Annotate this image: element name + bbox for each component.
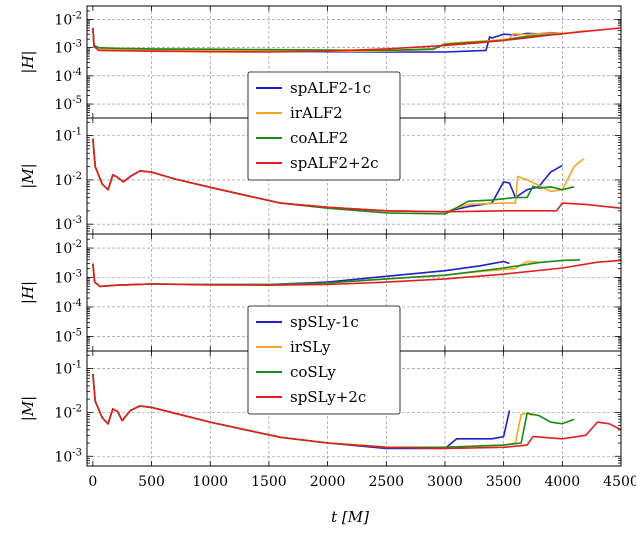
legend-entry: coSLy xyxy=(290,363,336,381)
legend-entry: spSLy+2c xyxy=(290,388,366,406)
series-line-spSLy+2c xyxy=(92,373,621,450)
series-line-coALF2 xyxy=(92,27,563,52)
panel-3-area: 10-2 10-3 10-4 10-5 |H| xyxy=(19,233,622,352)
y-axis-label: |M| xyxy=(19,396,37,421)
series-group xyxy=(92,373,621,450)
x-tick-label: 1500 xyxy=(251,474,287,490)
x-tick-label: 1000 xyxy=(192,474,228,490)
y-tick-label: 10-2 xyxy=(54,239,82,257)
y-tick-label: 10-4 xyxy=(54,67,82,85)
legend-box xyxy=(247,71,401,181)
y-tick-label: 10-2 xyxy=(54,171,82,189)
series-line-spALF2+2c xyxy=(92,27,621,53)
legend-entry: coALF2 xyxy=(290,129,348,147)
legend-box xyxy=(247,305,401,415)
y-axis-label: |H| xyxy=(19,281,37,304)
x-axis-label: t [M] xyxy=(331,508,369,526)
x-tick-label: 0 xyxy=(88,474,97,490)
y-tick-label: 10-2 xyxy=(54,403,82,421)
y-tick-label: 10-3 xyxy=(54,447,82,465)
y-tick-label: 10-3 xyxy=(54,39,82,57)
y-tick-label: 10-1 xyxy=(54,359,82,377)
y-tick-label: 10-5 xyxy=(54,95,82,113)
series-group xyxy=(92,27,621,53)
legend-entry: spALF2+2c xyxy=(290,154,379,172)
y-axis-label: |H| xyxy=(19,50,37,73)
series-line-spALF2+2c xyxy=(92,138,621,213)
x-tick-label: 500 xyxy=(138,474,165,490)
x-tick-label: 2000 xyxy=(310,474,346,490)
x-tick-label: 3000 xyxy=(427,474,463,490)
y-tick-label: 10-3 xyxy=(54,269,82,287)
x-tick-label: 4000 xyxy=(544,474,580,490)
y-axis-label: |M| xyxy=(19,163,37,188)
panel-4-area: 10-1 10-2 10-3 |M| xyxy=(19,350,622,467)
y-tick-label: 10-5 xyxy=(54,327,82,345)
legend-entry: spALF2-1c xyxy=(290,79,371,97)
y-tick-label: 10-2 xyxy=(54,10,82,28)
y-tick-label: 10-4 xyxy=(54,298,82,316)
series-group xyxy=(92,138,621,215)
legend-entry: irSLy xyxy=(290,338,331,356)
series-line-spSLy+2c xyxy=(92,259,621,288)
series-line-spSLy-1c xyxy=(92,260,510,288)
legend-entry: irALF2 xyxy=(290,104,343,122)
y-tick-label: 10-3 xyxy=(54,215,82,233)
x-tick-label: 3500 xyxy=(486,474,522,490)
series-group xyxy=(92,259,621,288)
y-tick-label: 10-1 xyxy=(54,127,82,145)
legend-entry: spSLy-1c xyxy=(290,313,359,331)
x-tick-label: 2500 xyxy=(368,474,404,490)
x-tick-label: 4500 xyxy=(603,474,636,490)
